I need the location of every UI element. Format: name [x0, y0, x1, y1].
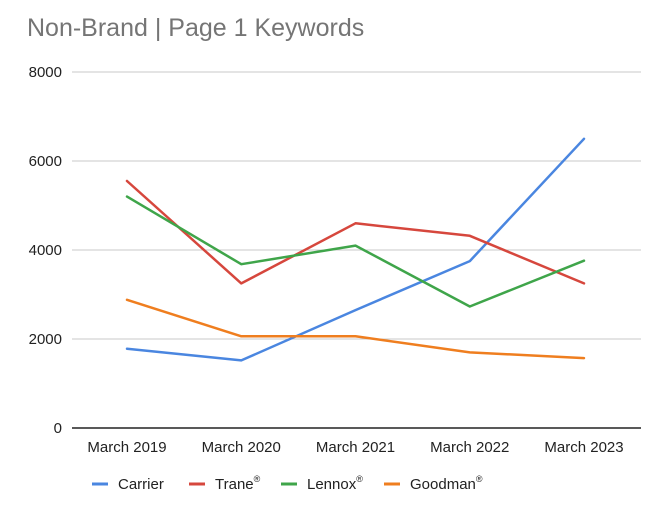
- x-tick-label: March 2023: [544, 439, 623, 456]
- gridlines: [72, 71, 641, 429]
- y-tick-label: 0: [54, 420, 62, 437]
- y-axis-ticks: 0 2000 4000 6000 8000: [29, 64, 62, 437]
- legend-item-carrier: Carrier: [92, 476, 164, 493]
- series-line-trane: [125, 179, 586, 285]
- y-tick-label: 4000: [29, 242, 62, 259]
- y-tick-label: 2000: [29, 331, 62, 348]
- legend-label: Goodman®: [410, 474, 483, 493]
- legend: Carrier Trane® Lennox® Goodman®: [92, 474, 483, 493]
- legend-item-goodman: Goodman®: [384, 474, 483, 493]
- x-tick-label: March 2019: [87, 439, 166, 456]
- legend-label: Carrier: [118, 476, 164, 493]
- legend-label: Trane®: [215, 474, 261, 493]
- series-line-lennox: [125, 195, 586, 308]
- series-line-carrier: [125, 137, 586, 362]
- legend-item-lennox: Lennox®: [281, 474, 363, 493]
- x-axis-ticks: March 2019 March 2020 March 2021 March 2022…: [87, 439, 623, 456]
- legend-item-trane: Trane®: [189, 474, 261, 493]
- chart-title: Non-Brand | Page 1 Keywords: [27, 14, 364, 42]
- series-lines: [125, 137, 586, 362]
- x-tick-label: March 2022: [430, 439, 509, 456]
- y-tick-label: 8000: [29, 64, 62, 81]
- x-tick-label: March 2020: [202, 439, 281, 456]
- y-tick-label: 6000: [29, 153, 62, 170]
- legend-label: Lennox®: [307, 474, 363, 493]
- x-tick-label: March 2021: [316, 439, 395, 456]
- series-line-goodman: [125, 298, 586, 360]
